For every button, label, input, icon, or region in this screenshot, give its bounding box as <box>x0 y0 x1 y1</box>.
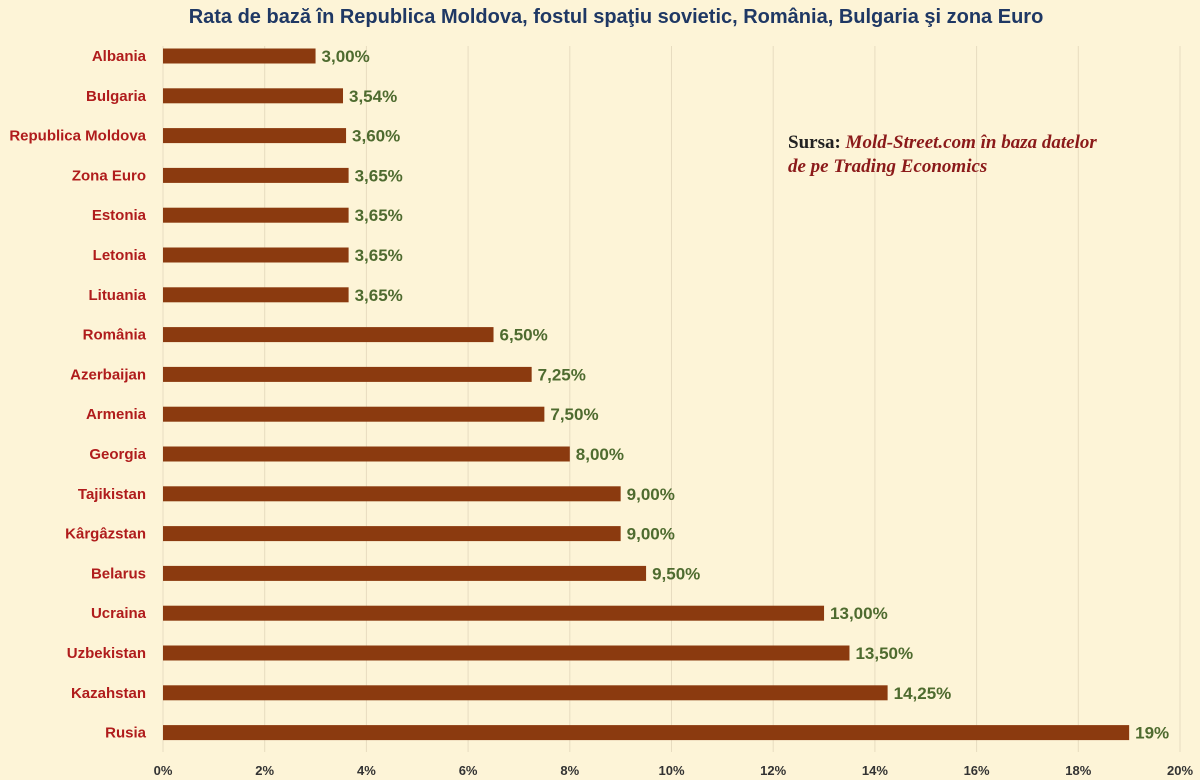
value-labels: 3,00% 3,54% 3,60% 3,65% 3,65% 3,65% 3,65% 6,50%… <box>322 47 1170 743</box>
category-label: Republica Moldova <box>9 128 146 145</box>
chart-title: Rata de bază în Republica Moldova, fostu… <box>188 6 1044 28</box>
x-tick-label: 0% <box>154 763 173 778</box>
bar <box>163 406 545 422</box>
gridlines <box>162 46 1181 752</box>
x-tick-label: 6% <box>459 763 478 778</box>
x-axis-ticks: 0% 2% 4% 6% 8% 10% 12% 14% 16% 18% 20% <box>154 763 1194 778</box>
x-tick-label: 20% <box>1167 763 1193 778</box>
value-label: 7,50% <box>550 405 598 424</box>
source-prefix: Sursa: <box>788 132 841 153</box>
category-label: Kârgâzstan <box>65 526 146 543</box>
x-tick-label: 10% <box>658 763 684 778</box>
value-label: 3,65% <box>355 166 403 185</box>
value-label: 13,50% <box>855 644 913 663</box>
category-labels: Albania Bulgaria Republica Moldova Zona Eur… <box>9 48 146 742</box>
bar <box>163 725 1130 741</box>
bar <box>163 685 888 701</box>
value-label: 13,00% <box>830 604 888 623</box>
bar <box>163 207 349 223</box>
category-label: Tajikistan <box>78 486 146 503</box>
category-label: Belarus <box>91 565 146 582</box>
bar <box>163 526 621 542</box>
value-label: 3,65% <box>355 286 403 305</box>
category-label: Azerbaijan <box>70 366 146 383</box>
value-label: 3,65% <box>355 206 403 225</box>
bar <box>163 327 494 343</box>
bars <box>163 48 1130 741</box>
value-label: 3,60% <box>352 127 400 146</box>
bar <box>163 48 316 64</box>
x-tick-label: 18% <box>1065 763 1091 778</box>
category-label: Estonia <box>92 207 147 224</box>
category-label: Bulgaria <box>86 88 147 105</box>
bar <box>163 645 850 661</box>
x-tick-label: 4% <box>357 763 376 778</box>
category-label: Zona Euro <box>72 167 146 184</box>
value-label: 6,50% <box>500 326 548 345</box>
x-tick-label: 16% <box>964 763 990 778</box>
value-label: 9,50% <box>652 564 700 583</box>
category-label: Ucraina <box>91 605 147 622</box>
value-label: 19% <box>1135 724 1169 743</box>
source-text: Mold-Street.com în baza datelor de pe Tr… <box>788 132 1097 177</box>
value-label: 9,00% <box>627 525 675 544</box>
category-label: Rusia <box>105 725 147 742</box>
category-label: Uzbekistan <box>67 645 146 662</box>
bar <box>163 565 647 581</box>
value-label: 7,25% <box>538 365 586 384</box>
bar <box>163 88 344 104</box>
bar <box>163 605 825 621</box>
x-tick-label: 12% <box>760 763 786 778</box>
value-label: 9,00% <box>627 485 675 504</box>
bar <box>163 446 570 462</box>
category-label: Lituania <box>88 287 146 304</box>
bar <box>163 366 532 382</box>
x-tick-label: 8% <box>560 763 579 778</box>
bar <box>163 287 349 303</box>
value-label: 8,00% <box>576 445 624 464</box>
source-note: Sursa: Mold-Street.com în baza datelor d… <box>788 131 1118 179</box>
x-tick-label: 14% <box>862 763 888 778</box>
bar <box>163 247 349 263</box>
category-label: Albania <box>92 48 147 65</box>
value-label: 14,25% <box>894 684 952 703</box>
bar <box>163 486 621 502</box>
bar <box>163 128 347 144</box>
value-label: 3,54% <box>349 87 397 106</box>
bar <box>163 167 349 183</box>
value-label: 3,65% <box>355 246 403 265</box>
x-tick-label: 2% <box>255 763 274 778</box>
category-label: Letonia <box>93 247 147 264</box>
category-label: România <box>83 327 147 344</box>
value-label: 3,00% <box>322 47 370 66</box>
category-label: Georgia <box>89 446 146 463</box>
category-label: Armenia <box>86 406 147 423</box>
category-label: Kazahstan <box>71 685 146 702</box>
